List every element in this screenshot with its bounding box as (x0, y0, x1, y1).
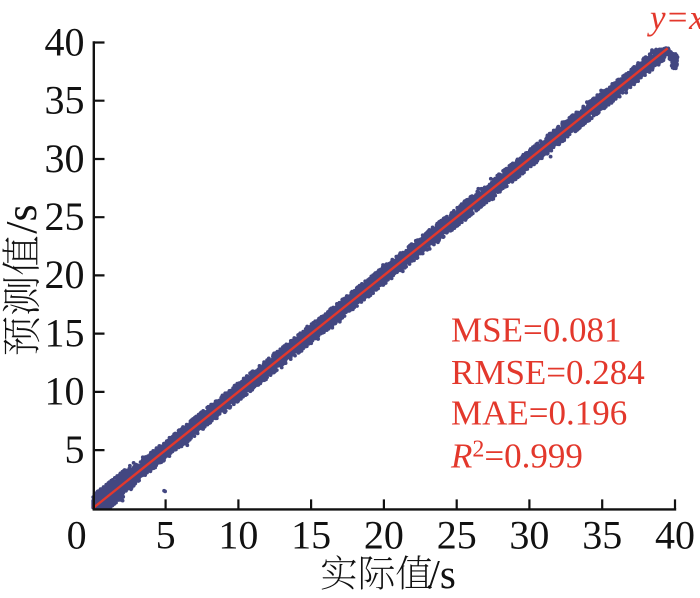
svg-text:RMSE=0.284: RMSE=0.284 (451, 353, 645, 392)
svg-text:y=x: y=x (647, 0, 700, 37)
svg-text:10: 10 (45, 369, 85, 414)
svg-text:35: 35 (582, 513, 622, 558)
svg-text:/s: /s (0, 204, 46, 233)
svg-text:35: 35 (45, 78, 85, 123)
svg-text:5: 5 (156, 513, 176, 558)
svg-text:0: 0 (67, 513, 87, 558)
svg-text:/s: /s (429, 551, 456, 597)
svg-text:40: 40 (45, 19, 85, 64)
svg-text:20: 20 (45, 252, 85, 297)
svg-text:30: 30 (45, 136, 85, 181)
svg-text:R2=0.999: R2=0.999 (450, 437, 583, 476)
svg-text:25: 25 (437, 513, 477, 558)
svg-text:25: 25 (45, 194, 85, 239)
svg-text:MAE=0.196: MAE=0.196 (451, 393, 627, 432)
svg-text:40: 40 (655, 513, 695, 558)
svg-text:15: 15 (291, 513, 331, 558)
svg-text:MSE=0.081: MSE=0.081 (451, 310, 621, 349)
svg-text:20: 20 (364, 513, 404, 558)
svg-text:15: 15 (45, 310, 85, 355)
svg-text:5: 5 (65, 427, 85, 472)
svg-text:10: 10 (218, 513, 258, 558)
svg-text:30: 30 (509, 513, 549, 558)
